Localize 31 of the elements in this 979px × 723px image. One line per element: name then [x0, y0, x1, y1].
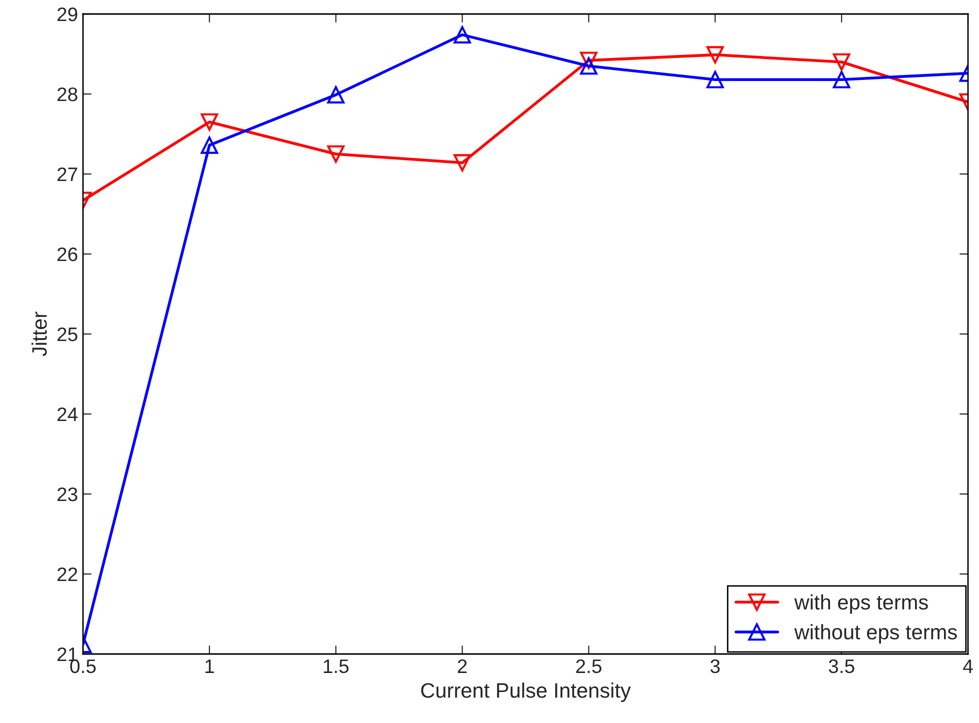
y-tick-label: 25 — [57, 327, 78, 342]
legend-label: without eps terms — [794, 624, 957, 644]
y-tick-label: 23 — [57, 487, 78, 502]
x-tick-label: 3 — [710, 659, 720, 674]
point — [327, 86, 345, 104]
y-tick-label: 22 — [57, 567, 78, 582]
point — [454, 26, 471, 44]
point — [200, 136, 218, 154]
x-tick-label: 1.5 — [324, 660, 349, 674]
y-tick-label: 26 — [57, 247, 78, 262]
y-tick-label: 28 — [57, 87, 78, 102]
legend-label: with eps terms — [794, 594, 928, 614]
x-tick-label: 2.5 — [576, 659, 602, 674]
point — [706, 70, 724, 88]
x-axis-title: Current Pulse Intensity — [421, 682, 631, 702]
y-tick-label: 29 — [57, 7, 78, 22]
x-tick-label: 4 — [963, 660, 973, 673]
x-tick-label: 1 — [206, 660, 214, 673]
point — [200, 113, 218, 131]
y-tick-label: 27 — [57, 167, 78, 182]
x-tick-label: 2 — [458, 659, 467, 673]
point — [832, 53, 850, 71]
y-tick-label: 24 — [57, 407, 78, 422]
point — [580, 57, 598, 75]
point — [454, 154, 471, 172]
point — [832, 70, 850, 88]
x-tick-label: 3.5 — [828, 659, 854, 674]
y-axis-title: Jitter — [32, 312, 47, 356]
point — [327, 145, 345, 163]
point — [580, 52, 598, 70]
point — [706, 46, 724, 64]
